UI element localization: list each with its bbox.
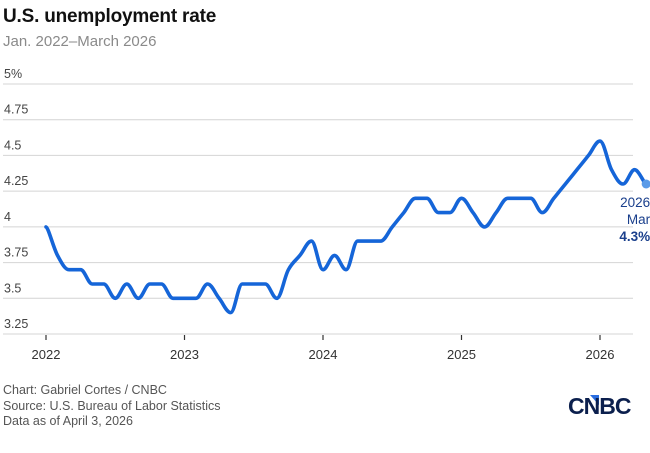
annotation-month: Mar xyxy=(627,212,650,227)
annotation-year: 2026 xyxy=(620,195,650,210)
series-line xyxy=(44,139,648,315)
x-tick-label: 2022 xyxy=(32,347,61,362)
data-as-of: Data as of April 3, 2026 xyxy=(3,414,133,428)
x-tick-label: 2025 xyxy=(447,347,476,362)
x-tick-label: 2023 xyxy=(170,347,199,362)
y-tick-label: 5% xyxy=(4,67,22,81)
chart-footer: Chart: Gabriel Cortes / CNBC Source: U.S… xyxy=(3,383,220,430)
x-tick-label: 2024 xyxy=(309,347,338,362)
y-axis-ticks: 5% 4.75 4.5 4.25 4 3.75 3.5 3.25 xyxy=(4,67,28,331)
logo-text: CNBC xyxy=(568,393,631,417)
x-tick-label: 2026 xyxy=(586,347,615,362)
annotation-value: 4.3% xyxy=(619,229,650,244)
y-tick-label: 3.75 xyxy=(4,246,28,260)
cnbc-logo: CNBC xyxy=(568,393,632,417)
logo-accent xyxy=(590,395,599,405)
y-tick-label: 4.75 xyxy=(4,103,28,117)
chart-title: U.S. unemployment rate xyxy=(3,6,217,27)
last-point-marker xyxy=(641,179,650,189)
y-tick-label: 4.25 xyxy=(4,174,28,188)
gridlines xyxy=(3,83,633,335)
chart-source: Source: U.S. Bureau of Labor Statistics xyxy=(3,398,221,413)
y-tick-label: 3.25 xyxy=(4,317,28,331)
y-tick-label: 4.5 xyxy=(4,138,21,152)
y-tick-label: 3.5 xyxy=(4,281,21,295)
chart-subtitle: Jan. 2022–March 2026 xyxy=(3,33,157,50)
y-tick-label: 4 xyxy=(4,210,11,224)
x-axis-ticks: 2022 2023 2024 2025 2026 xyxy=(32,335,615,362)
chart-credit: Chart: Gabriel Cortes / CNBC xyxy=(3,383,167,397)
